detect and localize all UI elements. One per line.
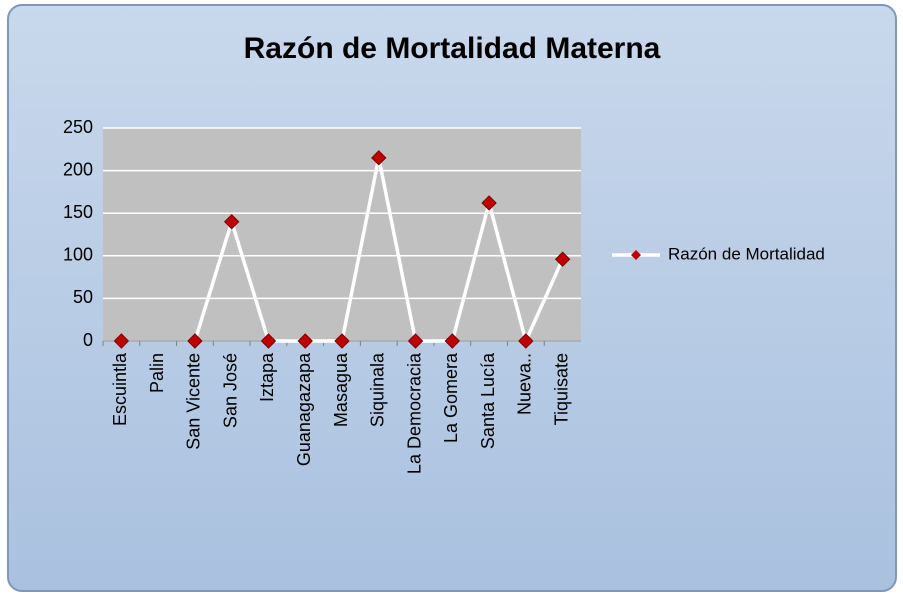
y-tick-label: 250	[63, 117, 93, 137]
marker	[518, 333, 534, 349]
legend-label: Razón de Mortalidad	[668, 244, 825, 263]
marker	[223, 214, 240, 230]
x-tick-label: Guanagazapa	[294, 352, 314, 466]
marker	[187, 333, 203, 349]
x-tick-label: Siquinala	[368, 352, 388, 427]
chart-title: Razón de Mortalidad Materna	[244, 32, 661, 65]
x-tick-label: Tiquisate	[551, 353, 571, 425]
marker	[260, 333, 277, 349]
marker	[554, 251, 571, 267]
y-tick-label: 0	[83, 330, 93, 350]
y-tick-label: 200	[63, 159, 93, 179]
x-tick-label: Iztapa	[257, 352, 277, 402]
x-tick-label: Escuintla	[110, 352, 130, 426]
y-tick-label: 100	[63, 245, 93, 265]
x-tick-label: Nueva..	[515, 353, 535, 415]
marker	[407, 333, 424, 349]
marker	[113, 333, 130, 349]
plot-area	[103, 128, 581, 341]
marker	[371, 150, 387, 166]
y-tick-label: 50	[73, 287, 93, 307]
x-tick-label: La Democracia	[404, 352, 424, 474]
marker	[481, 195, 497, 211]
x-tick-label: Santa Lucía	[478, 352, 498, 449]
marker	[334, 333, 350, 349]
x-tick-label: San José	[220, 353, 240, 428]
x-tick-label: Masagua	[331, 352, 351, 427]
y-tick-label: 150	[63, 202, 93, 222]
marker	[297, 333, 313, 349]
x-tick-label: San Vicente	[184, 353, 204, 450]
marker	[444, 333, 461, 349]
legend-marker	[631, 250, 641, 260]
x-tick-label: La Gomera	[441, 352, 461, 443]
x-tick-label: Palin	[147, 353, 167, 393]
